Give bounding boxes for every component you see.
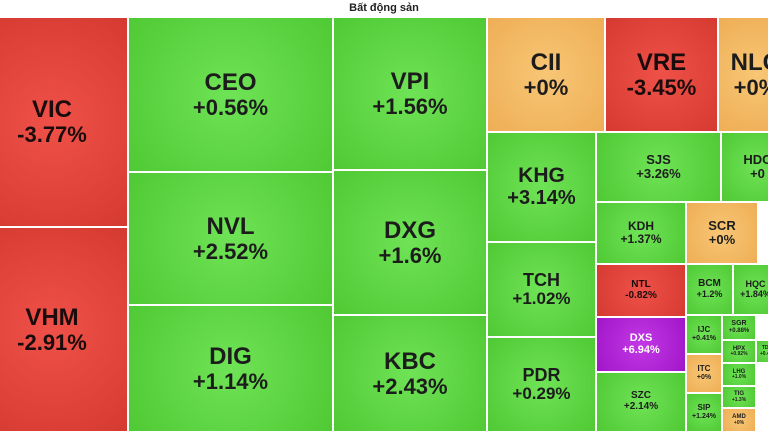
tile-change: +1.84% xyxy=(740,288,768,299)
tile-nlg[interactable]: NLG+0% xyxy=(718,17,768,132)
tile-dxs[interactable]: DXS +6.94% xyxy=(596,317,686,372)
tile-change: +0.4% xyxy=(759,350,768,357)
tile-cii[interactable]: CII +0% xyxy=(487,17,605,132)
tile-nvl[interactable]: NVL +2.52% xyxy=(128,172,333,305)
tile-change: +3.26% xyxy=(636,166,681,181)
tile-change: +1.3% xyxy=(731,396,747,403)
tile-ticker: KHG xyxy=(518,163,565,187)
tile-ticker: AMD xyxy=(732,414,746,421)
tile-amd[interactable]: AMD +0% xyxy=(722,408,756,432)
tile-tig[interactable]: TIG +1.3% xyxy=(722,386,756,408)
tile-change: +1.24% xyxy=(692,413,716,421)
tile-ticker: SIP xyxy=(697,403,711,413)
tile-ticker: LHG xyxy=(732,368,746,375)
tile-change: -3.77% xyxy=(17,122,87,148)
tile-ticker: DIG xyxy=(209,342,252,370)
tile-sip[interactable]: SIP +1.24% xyxy=(686,393,722,432)
tile-change: +0% xyxy=(523,74,569,100)
tile-change: +0% xyxy=(733,74,768,100)
tile-ticker: IJC xyxy=(697,325,711,335)
tile-dig[interactable]: DIG +1.14% xyxy=(128,305,333,432)
tile-change: +6.94% xyxy=(622,343,660,356)
tile-change: +1.02% xyxy=(512,289,571,309)
tile-lhg[interactable]: LHG +1.0% xyxy=(722,363,756,386)
tile-ticker: TDC xyxy=(761,345,768,352)
tile-ticker: ITC xyxy=(697,364,711,374)
tile-ceo[interactable]: CEO +0.56% xyxy=(128,17,333,172)
tile-ticker: SZC xyxy=(631,390,651,402)
tile-change: +1.37% xyxy=(620,232,662,246)
tile-kdh[interactable]: KDH +1.37% xyxy=(596,202,686,264)
tile-change: +1.56% xyxy=(372,93,448,119)
tile-ticker: BCM xyxy=(698,278,721,290)
tile-change: +0 xyxy=(750,166,765,181)
tile-change: +0% xyxy=(733,419,745,426)
tile-ijc[interactable]: IJC +0.41% xyxy=(686,315,722,354)
tile-change: -0.82% xyxy=(625,289,657,301)
tile-pdr[interactable]: PDR +0.29% xyxy=(487,337,596,432)
tile-change: -2.91% xyxy=(17,329,87,355)
tile-ticker: HPX xyxy=(732,345,746,352)
tile-change: +0.88% xyxy=(728,328,750,335)
tile-vre[interactable]: VRE -3.45% xyxy=(605,17,718,132)
tile-sjs[interactable]: SJS +3.26% xyxy=(596,132,721,202)
tile-tch[interactable]: TCH +1.02% xyxy=(487,242,596,337)
tile-bcm[interactable]: BCM +1.2% xyxy=(686,264,733,315)
tile-hdc[interactable]: HDC+0 xyxy=(721,132,768,202)
tile-change: +3.14% xyxy=(507,186,576,209)
tile-change: +2.14% xyxy=(623,401,659,412)
tile-ticker: PDR xyxy=(522,364,561,385)
tile-ticker: SGR xyxy=(731,320,747,328)
tile-change: +2.43% xyxy=(372,373,448,399)
tile-ticker: VRE xyxy=(636,48,687,76)
tile-ticker: CII xyxy=(530,48,562,76)
tile-hqc[interactable]: HQC +1.84% xyxy=(733,264,768,315)
tile-ticker: CEO xyxy=(204,68,257,96)
tile-vhm[interactable]: VHM -2.91% xyxy=(0,227,128,432)
tile-ticker: VIC xyxy=(31,96,72,124)
tile-ticker: HQC xyxy=(745,278,766,289)
tile-ntl[interactable]: NTL -0.82% xyxy=(596,264,686,317)
tile-ticker: DXG xyxy=(383,216,436,244)
tile-ticker: VPI xyxy=(390,67,430,95)
tile-ticker: DXS xyxy=(629,331,653,344)
tile-dxg[interactable]: DXG +1.6% xyxy=(333,170,487,315)
tile-ticker: NVL xyxy=(206,212,255,240)
tile-change: +0.29% xyxy=(512,384,571,404)
tile-change: +2.52% xyxy=(192,238,269,264)
tile-ticker: KDH xyxy=(628,219,654,234)
tile-vpi[interactable]: VPI +1.56% xyxy=(333,17,487,170)
tile-change: +0.56% xyxy=(192,94,269,120)
tile-change: +1.14% xyxy=(192,368,269,394)
tile-change: +0% xyxy=(708,232,736,247)
tile-szc[interactable]: SZC +2.14% xyxy=(596,372,686,432)
tile-ticker: TIG xyxy=(734,391,744,398)
tile-change: +1.2% xyxy=(696,289,723,300)
tile-change: +0.92% xyxy=(730,351,748,358)
tile-sgr[interactable]: SGR +0.88% xyxy=(722,315,756,340)
tile-kbc[interactable]: KBC +2.43% xyxy=(333,315,487,432)
tile-ticker: NLG xyxy=(730,48,768,76)
tile-change: +1.6% xyxy=(378,242,442,268)
tile-ticker: SCR xyxy=(708,217,736,233)
tile-khg[interactable]: KHG +3.14% xyxy=(487,132,596,242)
tile-ticker: VHM xyxy=(25,303,79,331)
tile-ticker: HDC xyxy=(743,151,768,167)
tile-hpx[interactable]: HPX +0.92% xyxy=(722,340,756,363)
tile-change: +1.0% xyxy=(731,374,747,381)
tile-ticker: KBC xyxy=(384,347,436,375)
tile-change: +0.41% xyxy=(692,335,716,343)
tile-vic[interactable]: VIC -3.77% xyxy=(0,17,128,227)
tile-change: -3.45% xyxy=(626,74,697,100)
chart-title: Bất động sản xyxy=(349,2,419,14)
tile-itc[interactable]: ITC +0% xyxy=(686,354,722,393)
tile-change: +0% xyxy=(696,374,712,382)
tile-scr[interactable]: SCR +0% xyxy=(686,202,758,264)
tile-ticker: NTL xyxy=(631,278,651,290)
tile-ticker: SJS xyxy=(646,151,671,167)
tile-ticker: TCH xyxy=(523,269,560,290)
tile-tdc[interactable]: TDC+0.4% xyxy=(756,340,768,363)
